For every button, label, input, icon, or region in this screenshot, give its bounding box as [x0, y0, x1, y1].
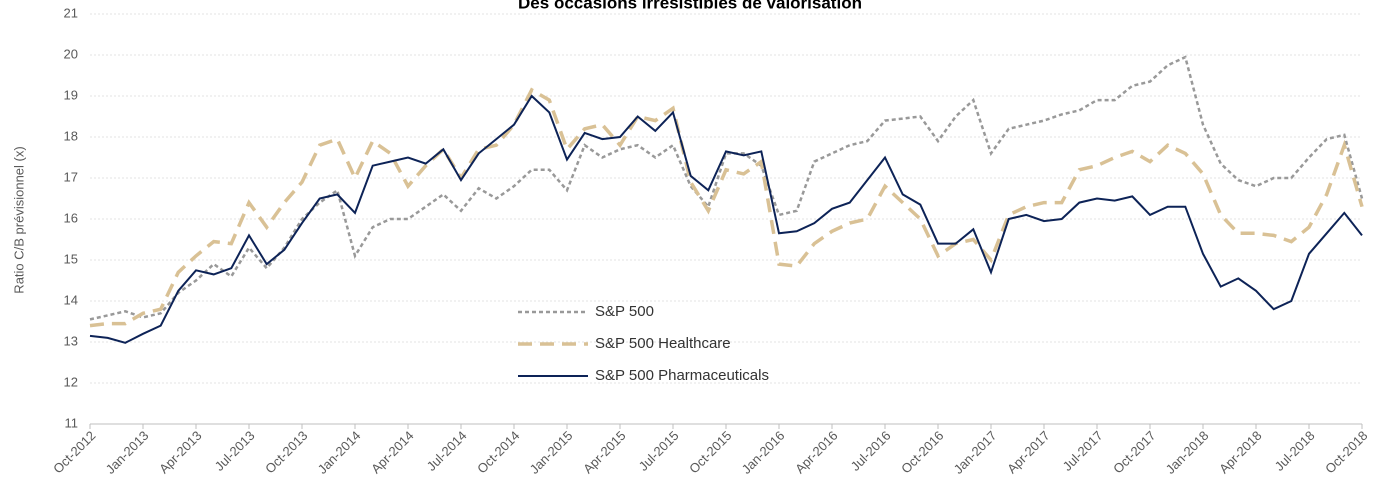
x-tick-label: Jan-2013: [103, 428, 152, 477]
x-tick-label: Jan-2017: [951, 428, 1000, 477]
x-tick-label: Jul-2018: [1272, 428, 1318, 474]
series-line: [89, 94, 1363, 344]
y-tick-label: 17: [64, 169, 78, 184]
y-tick-label: 18: [64, 128, 78, 143]
x-tick-label: Oct-2016: [898, 428, 946, 476]
x-tick-label: Apr-2015: [580, 428, 628, 476]
x-tick-label: Jul-2015: [636, 428, 682, 474]
x-tick-label: Jul-2017: [1060, 428, 1106, 474]
x-tick-label: Jan-2018: [1163, 428, 1212, 477]
y-tick-label: 16: [64, 210, 78, 225]
x-tick-label: Jan-2016: [739, 428, 788, 477]
legend-label: S&P 500: [595, 303, 654, 320]
legend-label: S&P 500 Healthcare: [595, 335, 731, 352]
y-tick-label: 12: [64, 374, 78, 389]
x-tick-label: Jan-2014: [315, 428, 364, 477]
x-tick-label: Oct-2017: [1110, 428, 1158, 476]
y-tick-label: 19: [64, 87, 78, 102]
y-axis-label: Ratio C/B prévisionnel (x): [11, 146, 26, 293]
y-tick-label: 11: [65, 415, 79, 430]
x-tick-label: Apr-2017: [1004, 428, 1052, 476]
y-tick-label: 20: [64, 46, 78, 61]
legend-label: S&P 500 Pharmaceuticals: [595, 367, 769, 384]
y-tick-label: 13: [64, 333, 78, 348]
series-line: [89, 55, 1364, 321]
y-tick-label: 14: [64, 292, 78, 307]
series-line: [89, 87, 1364, 328]
x-tick-label: Oct-2018: [1322, 428, 1370, 476]
x-tick-label: Jul-2013: [212, 428, 258, 474]
x-tick-label: Jul-2014: [424, 428, 470, 474]
chart-title: Des occasions irrésistibles de valorisat…: [518, 0, 862, 12]
x-tick-label: Apr-2013: [156, 428, 204, 476]
x-tick-label: Jan-2015: [527, 428, 576, 477]
y-tick-label: 21: [64, 5, 78, 20]
x-tick-label: Oct-2014: [474, 428, 522, 476]
y-tick-label: 15: [64, 251, 78, 266]
x-tick-label: Apr-2014: [368, 428, 416, 476]
x-tick-label: Oct-2015: [686, 428, 734, 476]
x-tick-label: Jul-2016: [848, 428, 894, 474]
x-tick-label: Oct-2012: [50, 428, 98, 476]
x-tick-label: Oct-2013: [262, 428, 310, 476]
x-tick-label: Apr-2016: [792, 428, 840, 476]
x-tick-label: Apr-2018: [1216, 428, 1264, 476]
